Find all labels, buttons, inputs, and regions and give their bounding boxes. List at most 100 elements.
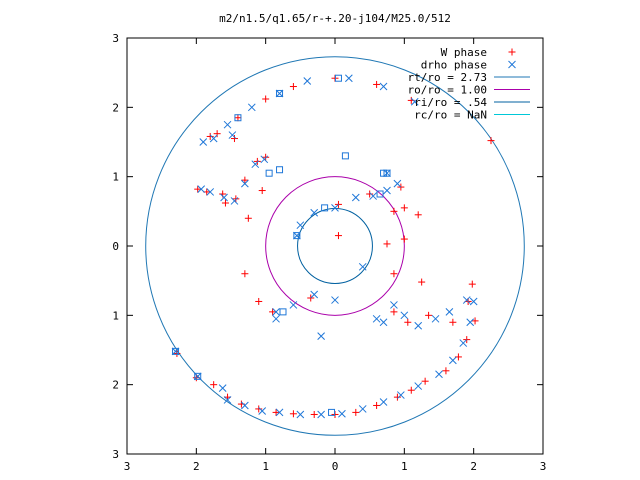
data-point — [272, 408, 280, 416]
data-point — [442, 367, 450, 375]
data-point — [244, 214, 252, 222]
data-point — [390, 270, 398, 278]
legend-marker — [508, 60, 516, 69]
data-point — [223, 396, 232, 404]
data-point — [258, 187, 266, 195]
data-point — [331, 204, 339, 212]
data-point — [293, 232, 301, 240]
data-point — [199, 138, 208, 146]
data-point — [366, 190, 374, 198]
y-tick-label: 2 — [112, 101, 119, 114]
data-point — [255, 297, 263, 305]
data-point — [234, 114, 242, 122]
data-point — [206, 188, 215, 196]
data-point — [265, 169, 273, 177]
data-point — [351, 193, 360, 202]
y-tick-label: 0 — [112, 240, 119, 253]
data-point — [193, 372, 202, 381]
data-point — [449, 356, 457, 365]
data-point — [358, 405, 367, 413]
data-point — [220, 193, 228, 202]
y-tick-label: 2 — [112, 379, 119, 392]
y-tick-label: 1 — [112, 309, 119, 322]
data-point — [338, 409, 346, 418]
data-point — [317, 332, 325, 340]
x-tick-label: 2 — [470, 460, 477, 473]
data-point — [241, 179, 249, 188]
data-point — [234, 114, 242, 122]
data-point — [221, 199, 229, 207]
legend-label: W phase — [441, 46, 487, 59]
data-point — [310, 208, 319, 217]
data-point — [390, 308, 398, 316]
data-point — [400, 204, 408, 212]
data-point — [373, 401, 381, 409]
data-point — [194, 185, 202, 193]
data-point — [459, 339, 468, 347]
data-point — [194, 372, 202, 380]
data-point — [321, 204, 329, 212]
data-point — [390, 301, 398, 309]
data-point — [407, 386, 415, 394]
data-point — [272, 308, 280, 316]
data-point — [334, 232, 342, 240]
x-tick-label: 1 — [401, 460, 408, 473]
data-point — [445, 308, 454, 316]
y-tick-label: 3 — [112, 32, 119, 45]
data-point — [373, 80, 381, 88]
data-point — [241, 176, 249, 184]
data-point — [469, 297, 478, 306]
data-point — [276, 89, 284, 97]
data-point — [228, 131, 237, 139]
data-point — [328, 408, 336, 416]
data-point — [334, 74, 342, 82]
data-point — [317, 410, 325, 419]
legend-label: drho phase — [421, 59, 487, 72]
data-point — [421, 377, 429, 385]
data-point — [296, 410, 305, 419]
reference-circle-2 — [297, 208, 373, 284]
x-tick-label: 2 — [193, 460, 200, 473]
data-point — [372, 314, 381, 323]
data-point — [397, 391, 405, 399]
data-point — [293, 231, 301, 240]
data-point — [466, 318, 475, 327]
legend-label: ro/ro = 1.00 — [408, 84, 487, 97]
reference-circle-1 — [265, 176, 405, 316]
data-point — [376, 190, 384, 198]
data-point — [251, 160, 260, 169]
legend-label: rc/ro = NaN — [414, 109, 487, 122]
data-point — [414, 321, 423, 330]
data-point — [393, 393, 401, 401]
data-point — [379, 398, 388, 406]
data-point — [310, 290, 319, 299]
data-point — [275, 408, 284, 417]
data-point — [468, 280, 476, 288]
data-point — [383, 186, 391, 195]
series-2 — [172, 74, 391, 416]
data-point — [462, 296, 471, 304]
data-point — [414, 382, 423, 390]
data-point — [471, 317, 479, 325]
y-tick-label: 1 — [112, 171, 119, 184]
reference-circle-0 — [145, 56, 525, 436]
data-points — [171, 74, 495, 419]
data-point — [341, 152, 349, 160]
data-point — [230, 135, 238, 143]
x-tick-label: 0 — [332, 460, 339, 473]
data-point — [213, 130, 221, 138]
data-point — [393, 179, 402, 188]
data-point — [247, 103, 256, 112]
data-point — [230, 197, 239, 205]
data-point — [379, 318, 388, 327]
data-point — [431, 314, 440, 323]
data-point — [414, 211, 422, 219]
data-point — [269, 308, 277, 316]
legend-label: rt/ro = 2.73 — [408, 71, 487, 84]
chart-title: m2/n1.5/q1.65/r-+.20-j104/M25.0/512 — [219, 12, 451, 25]
data-point — [383, 169, 391, 177]
legend-marker — [508, 48, 516, 56]
x-tick-label: 3 — [540, 460, 547, 473]
